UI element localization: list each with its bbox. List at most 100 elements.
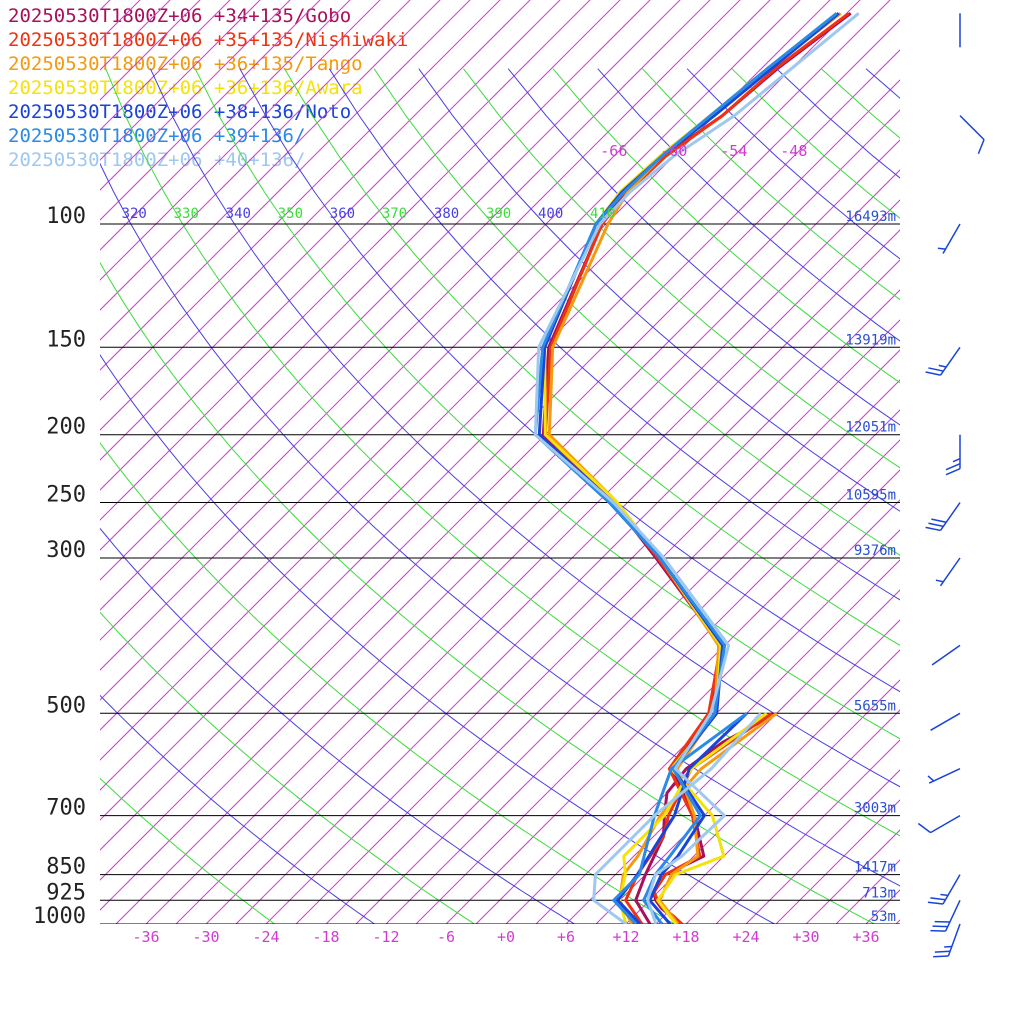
temperature-line: [533, 12, 860, 924]
isotherm-line: [100, 0, 201, 101]
wind-barb: [930, 712, 961, 731]
isotherm-line: [145, 169, 900, 924]
isotherm-line: [100, 0, 171, 71]
theta-line: [100, 261, 876, 924]
wind-barb-flag: [932, 925, 948, 928]
isotherm-line: [100, 0, 801, 701]
isotherm-line: [0, 0, 222, 924]
height-label: 1417m: [854, 860, 896, 876]
isotherm-line: [100, 0, 471, 371]
isotherm-line: [235, 259, 900, 924]
isotherm-line: [100, 0, 141, 41]
theta-label: 330: [174, 206, 199, 222]
theta-line: [105, 68, 900, 837]
isotherm-line: [100, 0, 531, 431]
isotherm-line: [1016, 0, 1024, 924]
theta-line: [373, 68, 900, 556]
theta-line: [100, 694, 376, 924]
isotherm-line: [100, 0, 711, 611]
pressure-label: 100: [46, 204, 86, 229]
temperature-tick-label: +6: [557, 928, 575, 946]
wind-barb: [931, 644, 961, 666]
isotherm-line: [865, 889, 900, 924]
dewpoint-line: [616, 712, 748, 924]
theta-label: 390: [486, 206, 511, 222]
pressure-label: 925: [46, 880, 86, 905]
isotherm-line: [986, 0, 1024, 924]
temperature-tick-label: +24: [732, 928, 759, 946]
theta-label: 410: [590, 206, 615, 222]
isotherm-line: [445, 469, 900, 924]
wind-barb-flag: [930, 929, 946, 932]
pressure-label: 250: [46, 483, 86, 508]
wind-barb-flag: [934, 950, 951, 953]
theta-label: 400: [538, 206, 563, 222]
height-label: 9376m: [854, 543, 896, 559]
chart-grid: [0, 0, 1024, 939]
height-label: 12051m: [845, 420, 896, 436]
sounding-profiles: [533, 12, 860, 924]
theta-line: [100, 527, 576, 924]
wind-barb: [927, 874, 961, 905]
wind-barb-flag: [933, 955, 949, 958]
isotherm-line: [100, 0, 381, 281]
wind-barb: [933, 923, 961, 958]
isotherm-line: [175, 199, 900, 924]
theta-line: [194, 68, 900, 740]
theta-line: [149, 68, 900, 788]
isotherm-line: [100, 19, 900, 821]
pressure-label: 300: [46, 538, 86, 563]
wind-barb-flag: [928, 522, 944, 528]
wind-barb-staff: [959, 115, 985, 141]
isotherm-line: [265, 289, 900, 924]
wind-barb-flag: [917, 822, 932, 834]
temperature-tick-label: +30: [792, 928, 819, 946]
wind-barb-half: [935, 579, 944, 583]
isotherm-line: [100, 0, 261, 161]
theta-line: [911, 69, 1024, 939]
theta-line: [100, 777, 276, 924]
isotherm-line: [100, 0, 231, 131]
theta-label: 360: [330, 206, 355, 222]
wind-barb-staff: [947, 923, 961, 957]
isotherm-line: [956, 0, 1024, 924]
wind-barb-staff: [931, 644, 961, 666]
isotherm-line: [100, 0, 861, 761]
isotherm-line: [100, 0, 621, 521]
wind-barb-half: [952, 458, 961, 463]
wind-barb-staff: [939, 502, 961, 531]
wind-barb-staff: [928, 768, 961, 784]
legend-entry: 20250530T1800Z+06 +34+135/Gobo: [8, 5, 352, 27]
dewpoint-line: [612, 712, 748, 924]
temperature-top-label: -66: [600, 142, 627, 160]
isotherm-line: [100, 0, 591, 491]
height-label: 713m: [862, 885, 896, 901]
isotherm-line: [625, 649, 900, 924]
isotherm-line: [100, 109, 900, 911]
isotherm-line: [0, 0, 162, 924]
theta-line: [507, 68, 900, 426]
isotherm-line: [100, 0, 651, 551]
isotherm-line: [100, 0, 561, 461]
pressure-label: 200: [46, 415, 86, 440]
theta-line: [418, 68, 900, 512]
isotherm-line: [595, 619, 900, 924]
wind-barb-staff: [942, 874, 961, 905]
wind-barb-half: [940, 893, 949, 897]
wind-barb-flag: [928, 367, 944, 372]
theta-line: [100, 611, 476, 924]
theta-line: [463, 68, 900, 469]
isotherm-line: [100, 0, 441, 341]
pressure-label: 700: [46, 796, 86, 821]
temperature-line: [533, 12, 838, 924]
theta-label: 380: [434, 206, 459, 222]
wind-barb: [925, 502, 961, 532]
legend-entry: 20250530T1800Z+06 +36+136/Awara: [8, 77, 363, 99]
isotherm-line: [325, 349, 900, 924]
wind-barb-half: [938, 364, 947, 368]
theta-label: 350: [278, 206, 303, 222]
wind-barb-staff: [939, 557, 961, 587]
isotherm-line: [100, 79, 900, 881]
